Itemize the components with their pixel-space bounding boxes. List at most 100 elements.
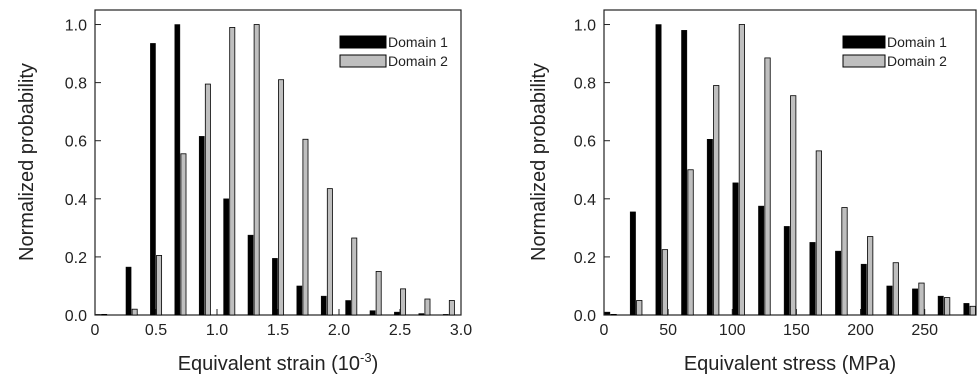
bar-domain-2 (867, 236, 874, 316)
bar-domain-1 (655, 24, 662, 316)
bar-domain-1 (886, 285, 893, 316)
bar-domain-2 (424, 298, 431, 316)
y-tick-label: 0.2 (65, 250, 87, 267)
legend-label-domain-2: Domain 2 (388, 53, 448, 69)
x-axis-label: Equivalent stress (MPa) (684, 353, 896, 375)
x-tick-label: 2.0 (328, 322, 350, 339)
bar-domain-2 (918, 282, 925, 316)
x-axis-label-superscript: -3 (360, 350, 372, 365)
x-tick-label: 1.5 (267, 322, 289, 339)
bar-domain-2 (448, 300, 455, 316)
bar-domain-2 (204, 83, 211, 316)
x-tick-label: 0.5 (145, 322, 167, 339)
bar-domain-1 (758, 205, 765, 316)
bar-domain-1 (912, 288, 919, 316)
bar-domain-2 (841, 207, 848, 316)
bar-domain-2 (738, 24, 745, 316)
bar-domain-1 (345, 300, 351, 316)
y-tick-label: 0.0 (574, 308, 596, 325)
y-tick-label: 0.8 (65, 76, 87, 93)
x-tick-label: 3.0 (450, 322, 472, 339)
bar-domain-2 (400, 288, 407, 316)
bar-domain-2 (713, 85, 720, 316)
bar-domain-1 (963, 303, 970, 316)
y-tick-label: 0.4 (574, 192, 596, 209)
bar-domain-1 (860, 263, 867, 316)
bar-domain-2 (131, 308, 138, 316)
legend-label-domain-1: Domain 1 (388, 34, 448, 50)
bar-domain-1 (629, 211, 636, 316)
y-tick-label: 0.6 (574, 134, 596, 151)
legend-swatch-domain-2 (842, 54, 886, 68)
bar-domain-2 (815, 150, 822, 316)
y-tick-label: 0.4 (65, 192, 87, 209)
bar-domain-1 (320, 295, 327, 316)
bar-domain-1 (369, 310, 376, 316)
bar-domain-1 (174, 24, 181, 316)
legend: Domain 1 Domain 2 (339, 34, 448, 69)
x-tick-label: 1.0 (206, 322, 228, 339)
bar-domain-2 (101, 313, 108, 316)
legend: Domain 1 Domain 2 (842, 34, 947, 69)
bar-domain-2 (326, 188, 333, 316)
bar-domain-2 (636, 300, 643, 316)
bar-domain-1 (198, 136, 205, 316)
bar-domain-2 (764, 57, 771, 316)
y-tick-label: 0.2 (574, 250, 596, 267)
tick-group: 0 0.5 1.0 1.5 2.0 2.5 3.0 0.0 0.2 0.4 0.6 0.8 1.0 (65, 18, 472, 339)
legend-label-domain-1: Domain 1 (887, 34, 947, 50)
bar-domain-2 (661, 249, 669, 316)
bar-domain-2 (180, 153, 187, 316)
bar-domain-2 (687, 169, 694, 316)
x-axis-label: Equivalent strain (10-3) (178, 350, 379, 375)
bar-domain-1 (681, 30, 688, 316)
bar-domain-2 (944, 297, 951, 316)
bar-domain-1 (783, 226, 790, 316)
bar-domain-2 (156, 255, 163, 316)
bar-domain-1 (223, 198, 229, 316)
bar-domain-1 (418, 313, 425, 316)
bar-domain-1 (272, 258, 278, 316)
x-tick-label: 200 (847, 322, 874, 339)
bar-group (604, 24, 976, 316)
strain-histogram-panel: 0 0.5 1.0 1.5 2.0 2.5 3.0 0.0 0.2 0.4 0.6 0.8 1.0 No… (16, 9, 472, 375)
bar-domain-2 (375, 271, 382, 316)
bar-domain-1 (125, 266, 132, 316)
bar-domain-1 (835, 250, 842, 316)
plot-frame (603, 9, 977, 316)
bar-domain-1 (732, 182, 739, 316)
y-tick-label: 1.0 (65, 18, 87, 35)
bar-domain-1 (442, 314, 449, 316)
y-tick-label: 0.8 (574, 76, 596, 93)
bar-domain-2 (302, 138, 309, 316)
stress-histogram-panel: 0 50 100 150 200 250 0.0 0.2 0.4 0.6 0.8 1.0 Normal… (528, 9, 977, 375)
y-tick-label: 0.0 (65, 308, 87, 325)
bar-domain-1 (247, 234, 254, 316)
bar-domain-2 (229, 27, 236, 316)
legend-swatch-domain-1 (842, 35, 886, 49)
bar-domain-1 (150, 43, 156, 316)
tick-group: 0 50 100 150 200 250 0.0 0.2 0.4 0.6 0.8 1.0 (574, 18, 938, 339)
bar-domain-1 (394, 311, 400, 316)
bar-group (95, 24, 455, 316)
x-tick-label: 50 (659, 322, 677, 339)
x-tick-label: 100 (719, 322, 746, 339)
x-tick-label: 250 (911, 322, 938, 339)
y-axis-label: Normalized probability (528, 63, 550, 261)
x-tick-label: 0 (600, 322, 609, 339)
bar-domain-2 (969, 305, 976, 316)
x-axis-label-main: Equivalent strain (10 (178, 353, 360, 375)
legend-swatch-domain-1 (339, 35, 387, 49)
y-tick-label: 1.0 (574, 18, 596, 35)
bar-domain-2 (351, 237, 358, 316)
bar-domain-1 (809, 242, 816, 316)
legend-label-domain-2: Domain 2 (887, 53, 947, 69)
x-tick-label: 0 (91, 322, 100, 339)
bar-domain-2 (253, 24, 260, 316)
bar-domain-2 (790, 95, 797, 316)
x-tick-label: 150 (783, 322, 810, 339)
x-axis-label-end: ) (372, 353, 379, 375)
bar-domain-1 (296, 285, 303, 316)
bar-domain-2 (892, 262, 899, 316)
